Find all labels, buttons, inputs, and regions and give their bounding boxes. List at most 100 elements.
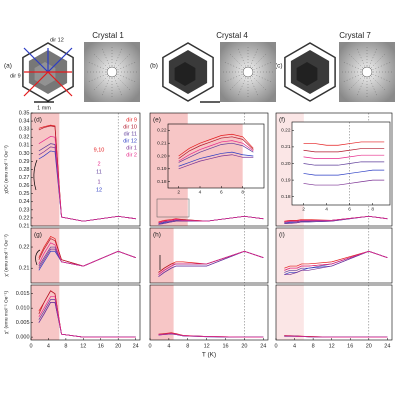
data-line bbox=[284, 250, 388, 271]
data-line bbox=[178, 151, 254, 167]
y-axis-label: χ' (emu mol⁻¹ Oe⁻¹) bbox=[3, 234, 9, 277]
x-tick-label: 24 bbox=[133, 343, 139, 349]
x-tick-label: 16 bbox=[222, 343, 228, 349]
x-tick-label: 4 bbox=[199, 189, 202, 195]
x-axis-label: T (K) bbox=[202, 352, 216, 359]
y-tick-label: 0.35 bbox=[19, 110, 30, 116]
laue-streak bbox=[86, 61, 107, 70]
y-tick-label: 0.30 bbox=[19, 151, 30, 157]
x-tick-label: 8 bbox=[312, 343, 315, 349]
data-line bbox=[38, 136, 136, 222]
x-tick-label: 20 bbox=[366, 343, 372, 349]
x-tick-label: 6 bbox=[348, 206, 351, 212]
y-tick-label: 0.22 bbox=[19, 244, 30, 250]
y-tick-label: 0.22 bbox=[281, 128, 291, 134]
laue-center bbox=[242, 66, 254, 78]
crystal-title: Crystal 7 bbox=[339, 31, 371, 40]
legend-entry: dir 2 bbox=[126, 152, 137, 158]
laue-streak bbox=[369, 77, 378, 98]
y-tick-label: 0.21 bbox=[19, 266, 30, 272]
y-tick-label: 0.20 bbox=[157, 153, 167, 159]
x-tick-label: 12 bbox=[204, 343, 210, 349]
laue-streak bbox=[250, 46, 259, 67]
y-tick-label: 0.26 bbox=[19, 183, 30, 189]
direction-arrow bbox=[23, 47, 49, 73]
crystal-shade bbox=[296, 62, 318, 86]
laue-streak bbox=[222, 61, 243, 70]
data-line bbox=[178, 154, 254, 170]
direction-label: dir 9 bbox=[10, 73, 21, 79]
x-tick-label: 16 bbox=[98, 343, 104, 349]
laue-streak bbox=[117, 74, 138, 83]
direction-label: dir 12 bbox=[50, 37, 64, 43]
plot-border bbox=[30, 284, 141, 341]
plot-border bbox=[149, 284, 269, 341]
data-line bbox=[158, 215, 264, 224]
curve-annotation: 12 bbox=[96, 187, 102, 193]
data-line bbox=[178, 142, 254, 163]
laue-streak bbox=[86, 74, 107, 83]
plot-border bbox=[275, 112, 393, 227]
data-line bbox=[303, 148, 385, 153]
laue-streak bbox=[372, 61, 393, 70]
y-tick-label: 0.28 bbox=[19, 167, 30, 173]
data-line bbox=[178, 136, 254, 159]
y-axis-label: χ'' (emu mol⁻¹ Oe⁻¹) bbox=[3, 290, 9, 334]
x-tick-label: 4 bbox=[293, 343, 296, 349]
x-tick-label: 24 bbox=[260, 343, 266, 349]
laue-streak bbox=[92, 76, 108, 92]
x-tick-label: 2 bbox=[177, 189, 180, 195]
plot-border bbox=[30, 227, 141, 284]
panel-label: (f) bbox=[279, 117, 285, 124]
shaded-region bbox=[276, 228, 304, 283]
inset-border bbox=[167, 123, 265, 189]
y-tick-label: 0.34 bbox=[19, 119, 30, 125]
y-tick-label: 0.20 bbox=[281, 161, 291, 167]
inset-frame bbox=[292, 122, 390, 205]
y-tick-label: 0.18 bbox=[157, 179, 167, 185]
y-tick-label: 0.19 bbox=[281, 177, 291, 183]
panel-label: (e) bbox=[153, 117, 161, 124]
y-tick-label: 0.33 bbox=[19, 127, 30, 133]
plot-border bbox=[275, 227, 393, 284]
data-line bbox=[158, 332, 264, 338]
laue-streak bbox=[252, 52, 268, 68]
x-tick-label: 8 bbox=[64, 343, 67, 349]
y-tick-label: 0.18 bbox=[281, 194, 291, 200]
panel-label: (b) bbox=[150, 63, 158, 70]
laue-streak bbox=[356, 77, 365, 98]
legend-entry: dir 10 bbox=[123, 124, 137, 130]
laue-streak bbox=[341, 74, 362, 83]
x-tick-label: 20 bbox=[241, 343, 247, 349]
laue-streak bbox=[116, 52, 132, 68]
x-tick-label: 12 bbox=[329, 343, 335, 349]
plot-border bbox=[149, 112, 269, 227]
panel-label: (h) bbox=[153, 232, 161, 239]
data-line bbox=[284, 335, 388, 338]
x-tick-label: 8 bbox=[241, 189, 244, 195]
laue-streak bbox=[114, 46, 123, 67]
laue-streak bbox=[237, 46, 246, 67]
plot-border bbox=[275, 284, 393, 341]
laue-streak bbox=[250, 77, 259, 98]
x-tick-label: 8 bbox=[371, 206, 374, 212]
laue-streak bbox=[101, 46, 110, 67]
legend-entry: dir 9 bbox=[126, 117, 137, 123]
shaded-region bbox=[150, 285, 174, 340]
laue-streak bbox=[228, 76, 244, 92]
direction-arrow bbox=[23, 71, 49, 97]
data-line bbox=[38, 242, 136, 267]
data-line bbox=[303, 169, 385, 176]
curve-annotation: 2 bbox=[97, 161, 100, 167]
laue-streak bbox=[222, 74, 243, 83]
data-line bbox=[158, 250, 264, 275]
laue-streak bbox=[252, 76, 268, 92]
direction-arrow bbox=[47, 71, 73, 97]
y-tick-label: 0.005 bbox=[16, 320, 30, 326]
laue-streak bbox=[347, 52, 363, 68]
panel-label: (a) bbox=[4, 63, 12, 70]
x-tick-label: 4 bbox=[167, 343, 170, 349]
data-line bbox=[38, 296, 136, 338]
